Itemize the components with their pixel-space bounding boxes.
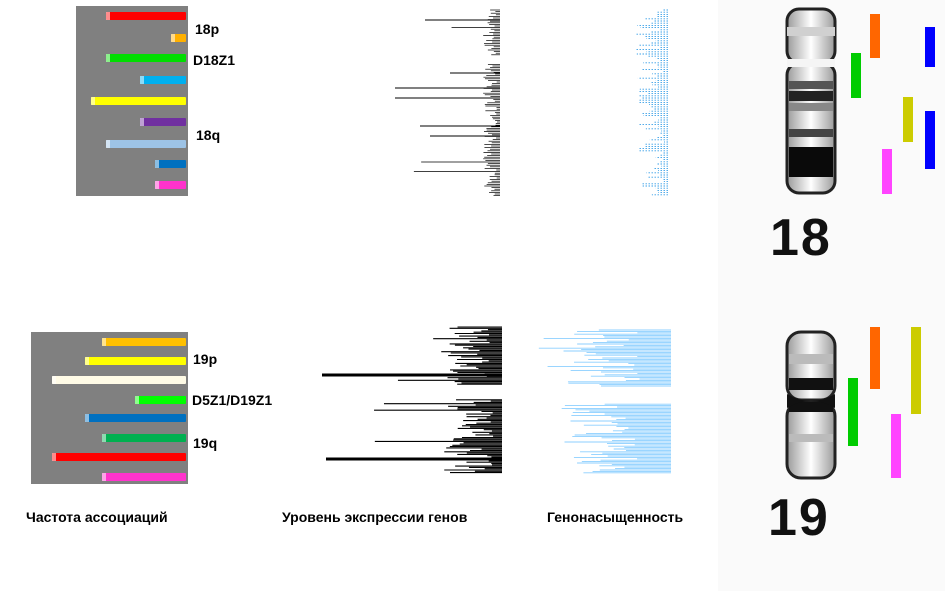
association-bar <box>106 12 186 20</box>
ideogram-18-bar-blue-bottom <box>925 111 935 169</box>
gene-density-profile-19 <box>538 329 671 474</box>
association-panel-19 <box>31 332 188 484</box>
ideogram-19-bar-orange <box>870 327 880 389</box>
expression-profile-19 <box>322 326 502 474</box>
association-bar <box>140 76 186 84</box>
ideogram-18-bar-blue-top <box>925 27 935 67</box>
chromosome-18-number: 18 <box>770 209 832 267</box>
chromosome-19-ideogram <box>785 330 837 480</box>
association-bar <box>106 140 186 148</box>
association-bar <box>140 118 186 126</box>
label-d5z1-d19z1: D5Z1/D19Z1 <box>192 392 273 408</box>
association-bar <box>52 453 186 461</box>
expression-profile-18 <box>395 9 500 196</box>
association-bar <box>135 396 186 404</box>
ideogram-18-bar-olive <box>903 97 913 142</box>
ideogram-19-bar-green <box>848 378 858 446</box>
caption-association-frequency: Частота ассоциаций <box>26 509 168 525</box>
association-bar <box>155 160 186 168</box>
label-d18z1: D18Z1 <box>193 52 236 68</box>
association-bar <box>102 473 186 481</box>
association-bar <box>155 181 186 189</box>
gene-density-profile-18 <box>636 9 668 196</box>
association-bar <box>85 414 186 422</box>
association-bar <box>102 434 186 442</box>
association-bar <box>91 97 186 105</box>
ideogram-19-bar-pink <box>891 414 901 478</box>
ideogram-18-bar-pink <box>882 149 892 194</box>
chromosome-19-number: 19 <box>768 489 830 547</box>
caption-gene-density: Генонасыщенность <box>547 509 684 525</box>
association-bar <box>85 357 186 365</box>
association-bar <box>106 54 186 62</box>
caption-gene-expression: Уровень экспрессии генов <box>282 509 468 525</box>
association-panel-18 <box>76 6 188 196</box>
label-18q: 18q <box>196 127 221 143</box>
association-bar <box>52 376 186 384</box>
ideogram-19-bar-olive <box>911 327 921 414</box>
label-19p: 19p <box>193 351 218 367</box>
ideogram-18-bar-orange <box>870 14 880 58</box>
association-bar <box>171 34 186 42</box>
label-18p: 18p <box>195 21 220 37</box>
association-bar <box>102 338 186 346</box>
chromosome-18-ideogram <box>785 7 837 195</box>
ideogram-18-bar-green <box>851 53 861 98</box>
label-19q: 19q <box>193 435 218 451</box>
